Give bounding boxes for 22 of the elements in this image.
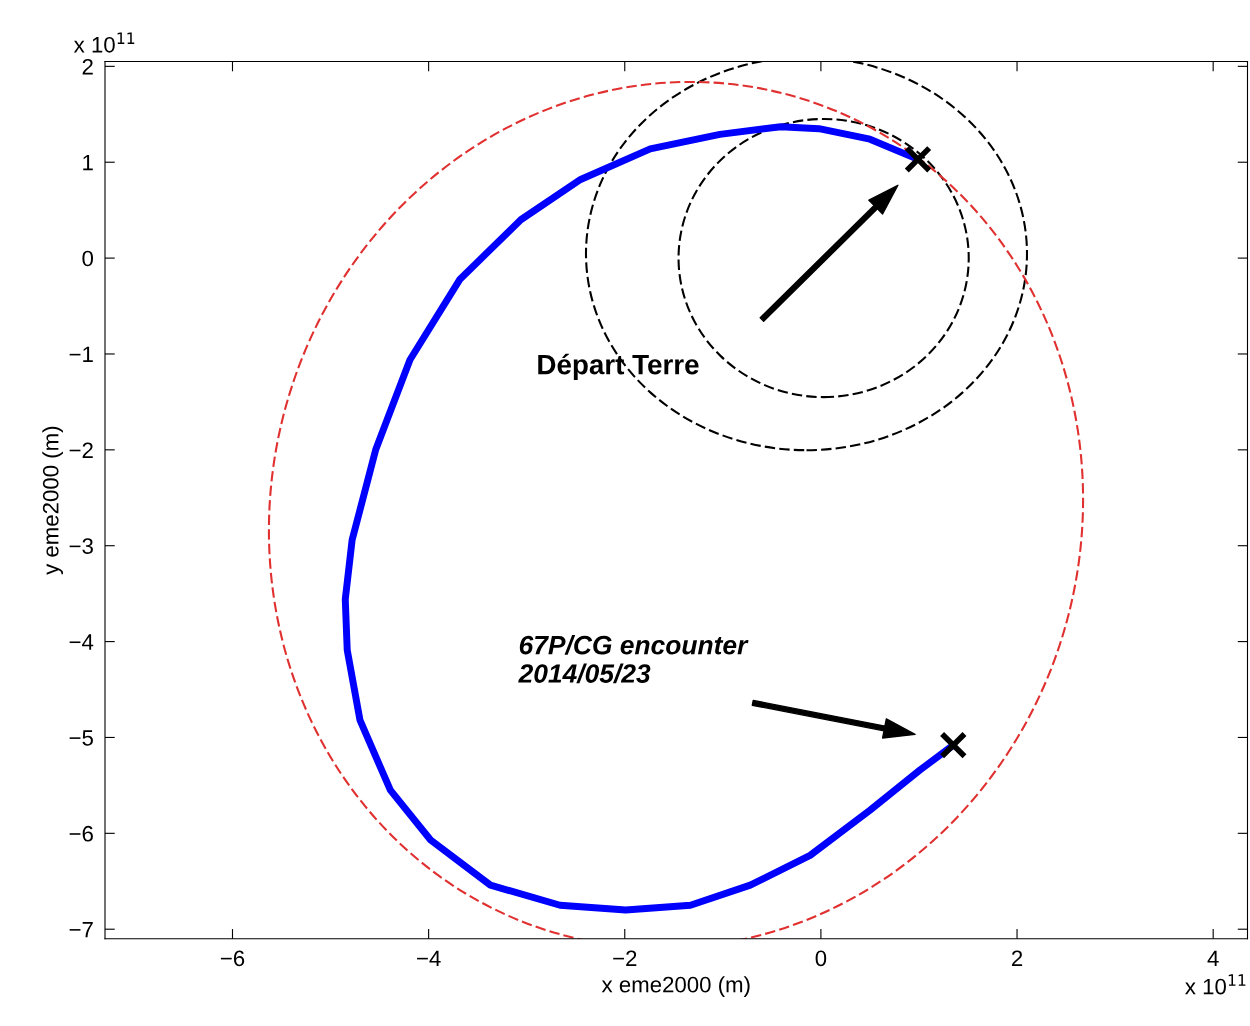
x-tick-label: −6 bbox=[220, 950, 245, 967]
y-tick-label: −1 bbox=[69, 346, 93, 363]
y-tick-label: −5 bbox=[69, 730, 93, 746]
x-tick-label: 2 bbox=[1011, 950, 1023, 967]
y-tick-label: 0 bbox=[82, 250, 94, 267]
y-tick-label: −2 bbox=[69, 442, 93, 458]
x-axis-title: x eme2000 (m) bbox=[601, 976, 750, 997]
y-tick-label: −6 bbox=[69, 825, 93, 842]
x-tick-label: 4 bbox=[1207, 950, 1219, 967]
annotation: Départ Terre bbox=[538, 353, 699, 380]
x-tick-label: 0 bbox=[815, 950, 827, 967]
x-tick-label: −2 bbox=[613, 950, 637, 967]
text: x 10$^{11}$ bbox=[1185, 974, 1246, 995]
x-tick-label: −4 bbox=[417, 950, 441, 967]
y-tick-label: −3 bbox=[69, 538, 93, 554]
y-axis-title: y eme2000 (m) bbox=[42, 426, 63, 575]
y-tick-label: 2 bbox=[82, 58, 93, 75]
y-tick-label: −7 bbox=[69, 921, 93, 938]
y-tick-label: 1 bbox=[83, 154, 93, 171]
y-tick-label: −4 bbox=[69, 634, 94, 650]
text: x 10$^{11}$ bbox=[73, 32, 135, 53]
annotation: 67P/CG encounter 2014/05/23 bbox=[518, 635, 749, 684]
